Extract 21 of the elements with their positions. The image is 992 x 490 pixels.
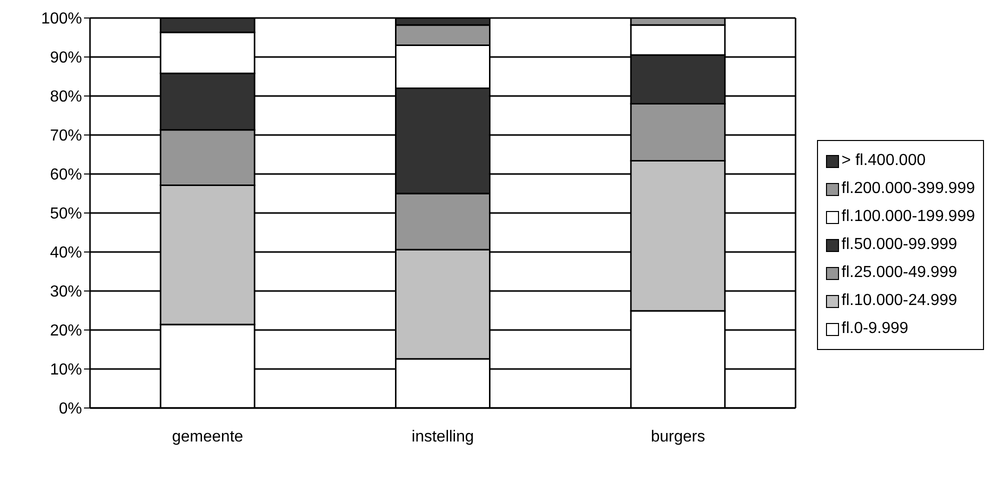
legend-label: fl.50.000-99.999 [842, 236, 958, 254]
y-tick-label: 20% [50, 322, 82, 340]
y-tick-label: 80% [50, 88, 82, 106]
y-tick-label: 60% [50, 166, 82, 184]
y-tick-label: 40% [50, 244, 82, 262]
legend-label: fl.100.000-199.999 [842, 208, 975, 226]
legend-label: fl.10.000-24.999 [842, 292, 958, 310]
y-tick-label: 100% [41, 10, 82, 28]
y-tick-label: 90% [50, 50, 82, 67]
legend-label: fl.0-9.999 [842, 320, 908, 338]
y-tick-label: 70% [50, 128, 82, 145]
y-tick-label: 30% [50, 284, 82, 301]
x-tick-label: gemeente [172, 428, 244, 446]
y-tick-label: 50% [50, 206, 82, 223]
x-tick-label: instelling [412, 428, 474, 446]
legend-label: > fl.400.000 [842, 152, 926, 170]
y-tick-label: 0% [58, 400, 82, 418]
legend-label: fl.200.000-399.999 [842, 180, 975, 198]
x-tick-label: burgers [650, 428, 706, 446]
legend-label: fl.25.000-49.999 [842, 264, 958, 282]
y-tick-label: 10% [50, 362, 82, 379]
